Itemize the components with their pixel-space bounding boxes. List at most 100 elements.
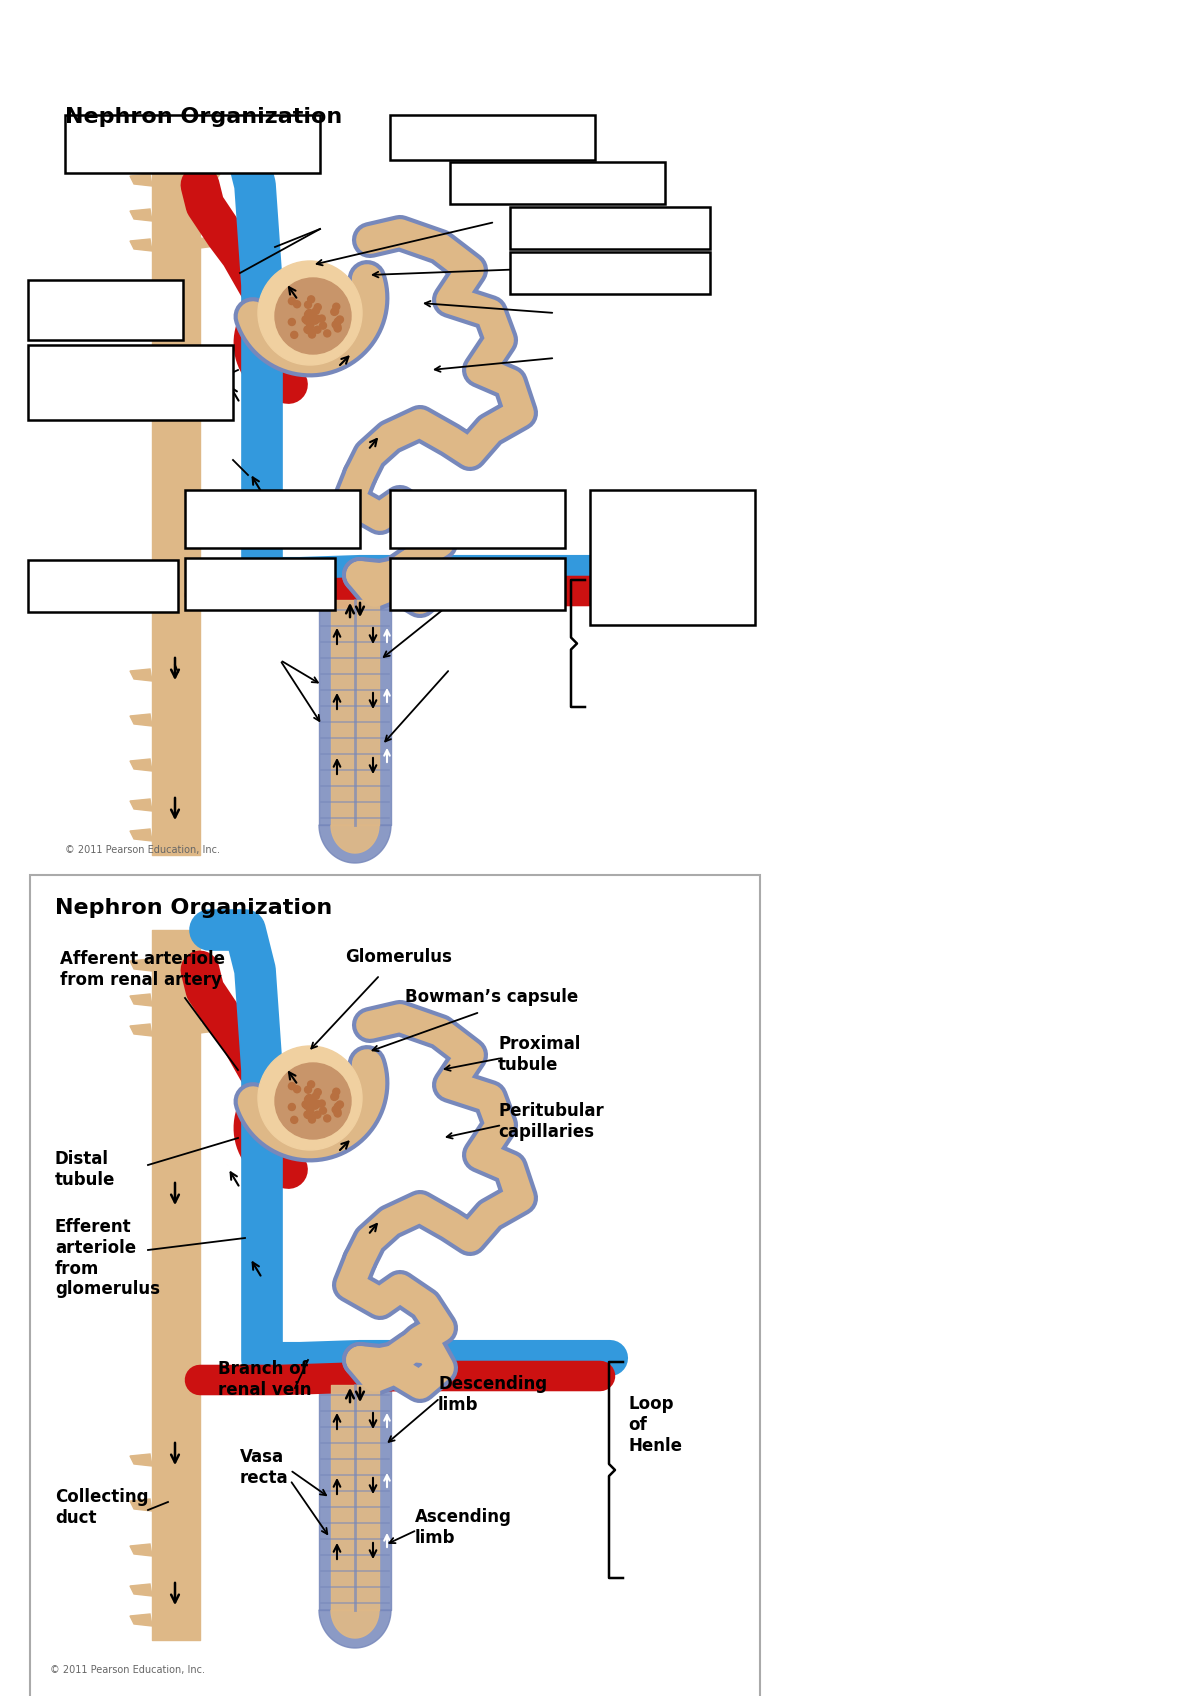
- Text: © 2011 Pearson Education, Inc.: © 2011 Pearson Education, Inc.: [50, 1665, 205, 1676]
- Circle shape: [302, 1101, 310, 1107]
- Bar: [450, 163, 665, 204]
- Circle shape: [324, 331, 331, 338]
- Circle shape: [306, 1094, 313, 1101]
- Circle shape: [318, 315, 325, 322]
- Polygon shape: [130, 958, 152, 972]
- Polygon shape: [130, 1499, 152, 1511]
- Bar: [390, 558, 565, 611]
- Circle shape: [312, 1101, 319, 1107]
- Circle shape: [312, 317, 319, 324]
- Circle shape: [307, 1107, 314, 1114]
- Circle shape: [308, 312, 316, 319]
- Circle shape: [334, 1107, 341, 1114]
- Polygon shape: [200, 171, 220, 181]
- Circle shape: [332, 1106, 340, 1113]
- Text: Distal
tubule: Distal tubule: [55, 1150, 115, 1189]
- Circle shape: [312, 1102, 319, 1109]
- Circle shape: [334, 326, 341, 332]
- Circle shape: [324, 1114, 331, 1121]
- Text: Glomerulus: Glomerulus: [346, 948, 452, 967]
- Circle shape: [335, 317, 341, 326]
- Circle shape: [294, 300, 300, 307]
- Circle shape: [307, 322, 314, 329]
- Circle shape: [314, 315, 322, 322]
- Polygon shape: [130, 1584, 152, 1596]
- Circle shape: [336, 1101, 343, 1107]
- Bar: [28, 560, 178, 612]
- Circle shape: [304, 1111, 311, 1118]
- Polygon shape: [319, 1610, 391, 1649]
- Polygon shape: [130, 714, 152, 726]
- Circle shape: [307, 295, 314, 304]
- Circle shape: [308, 1101, 316, 1107]
- Text: Branch of
renal vein: Branch of renal vein: [218, 1360, 312, 1399]
- Polygon shape: [130, 175, 152, 187]
- Bar: [390, 115, 595, 159]
- Text: Descending
limb: Descending limb: [438, 1375, 547, 1414]
- Circle shape: [312, 1092, 319, 1099]
- Circle shape: [332, 304, 340, 310]
- Circle shape: [290, 1116, 298, 1123]
- Bar: [590, 490, 755, 626]
- Polygon shape: [130, 829, 152, 841]
- Polygon shape: [130, 1453, 152, 1465]
- Text: Afferent arteriole
from renal artery: Afferent arteriole from renal artery: [60, 950, 226, 989]
- Circle shape: [306, 310, 313, 317]
- Polygon shape: [200, 992, 220, 1002]
- Text: Nephron Organization: Nephron Organization: [65, 107, 342, 127]
- Circle shape: [331, 1092, 338, 1099]
- Polygon shape: [331, 824, 379, 853]
- Circle shape: [305, 1096, 312, 1102]
- Circle shape: [305, 310, 312, 319]
- Circle shape: [334, 1109, 341, 1118]
- Circle shape: [312, 307, 319, 314]
- Circle shape: [334, 322, 341, 331]
- Circle shape: [304, 1102, 311, 1109]
- Circle shape: [312, 315, 319, 324]
- Circle shape: [304, 317, 311, 324]
- Circle shape: [318, 1101, 325, 1107]
- Circle shape: [336, 315, 343, 322]
- Polygon shape: [200, 957, 220, 967]
- Circle shape: [314, 304, 322, 310]
- Text: Proximal
tubule: Proximal tubule: [498, 1035, 581, 1074]
- Polygon shape: [130, 760, 152, 772]
- Circle shape: [332, 321, 340, 327]
- Bar: [185, 490, 360, 548]
- Polygon shape: [130, 799, 152, 811]
- Circle shape: [288, 297, 295, 305]
- Circle shape: [314, 1101, 322, 1107]
- Bar: [28, 344, 233, 421]
- Polygon shape: [130, 1543, 152, 1555]
- Circle shape: [308, 331, 316, 338]
- Circle shape: [306, 309, 313, 317]
- Text: Loop
of
Henle: Loop of Henle: [628, 1396, 682, 1455]
- Circle shape: [335, 1102, 341, 1109]
- Polygon shape: [130, 209, 152, 220]
- Text: Nephron Organization: Nephron Organization: [55, 897, 332, 918]
- Circle shape: [308, 1116, 316, 1123]
- Polygon shape: [331, 1610, 379, 1638]
- Polygon shape: [200, 209, 220, 219]
- Circle shape: [288, 319, 295, 326]
- Text: Vasa
recta: Vasa recta: [240, 1448, 289, 1487]
- Circle shape: [331, 309, 338, 315]
- Circle shape: [331, 307, 338, 315]
- Circle shape: [294, 1085, 300, 1092]
- Circle shape: [258, 261, 362, 365]
- Circle shape: [332, 1089, 340, 1096]
- Bar: [185, 558, 335, 611]
- Polygon shape: [200, 1023, 220, 1033]
- Circle shape: [306, 1113, 313, 1119]
- Circle shape: [304, 326, 311, 332]
- Text: Bowman’s capsule: Bowman’s capsule: [406, 989, 578, 1006]
- Circle shape: [288, 1082, 295, 1089]
- Circle shape: [275, 1063, 352, 1140]
- Circle shape: [307, 1080, 314, 1087]
- Circle shape: [314, 1089, 322, 1096]
- Polygon shape: [130, 994, 152, 1006]
- Circle shape: [305, 302, 312, 309]
- Polygon shape: [200, 237, 220, 248]
- Circle shape: [258, 1046, 362, 1150]
- Circle shape: [306, 327, 313, 334]
